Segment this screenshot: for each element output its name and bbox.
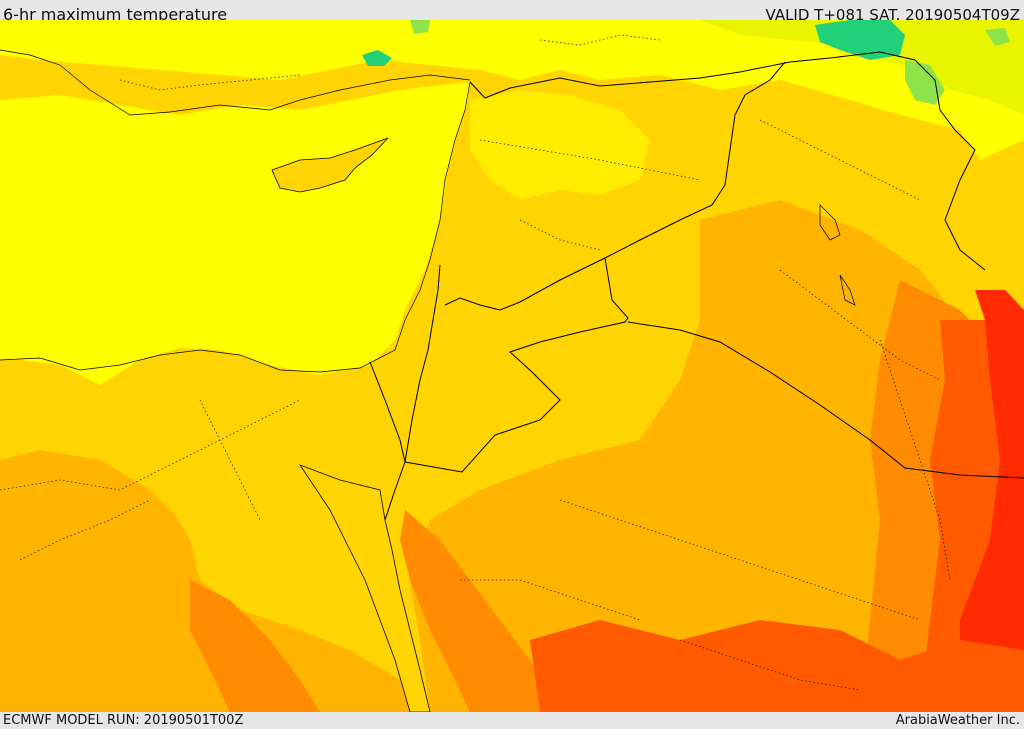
temperature-zone-syria-yellow: [470, 90, 650, 200]
temperature-map[interactable]: [0, 20, 1024, 712]
temperature-zone-egypt-light: [0, 360, 400, 580]
credit-label: ArabiaWeather Inc.: [895, 713, 1020, 728]
cold-patch-caucasus: [815, 20, 905, 60]
country-borders: [369, 51, 1024, 521]
cold-patch-east: [905, 60, 945, 105]
valid-time-label: VALID T+081 SAT. 20190504T09Z: [765, 6, 1020, 24]
cold-patch-turkey-2: [410, 20, 430, 34]
temperature-zone-south-red: [530, 620, 1024, 712]
coastlines: [0, 49, 856, 373]
model-run-label: ECMWF MODEL RUN: 20190501T00Z: [3, 713, 244, 728]
cyprus: [271, 137, 389, 193]
temperature-zone-egypt-orange: [0, 440, 420, 712]
province-borders: [0, 34, 951, 691]
temperature-zone-egypt-south: [190, 580, 320, 712]
footer-bar: ECMWF MODEL RUN: 20190501T00Z ArabiaWeat…: [0, 712, 1024, 729]
cold-patch-turkey-1: [362, 50, 392, 66]
map-canvas: [0, 20, 1024, 712]
temperature-zone-saudi-orange: [410, 200, 960, 712]
map-title: 6-hr maximum temperature: [3, 5, 228, 24]
temperature-zone-north-light: [700, 20, 1024, 115]
header-bar: 6-hr maximum temperature VALID T+081 SAT…: [0, 0, 1024, 24]
temperature-zone-north-yellow: [0, 20, 1024, 160]
red-sea: [298, 464, 431, 712]
temperature-zone-gulf-hottest: [960, 290, 1024, 712]
temperature-zone-redsea-coast: [400, 510, 560, 712]
cold-patch-east-2: [985, 28, 1010, 46]
